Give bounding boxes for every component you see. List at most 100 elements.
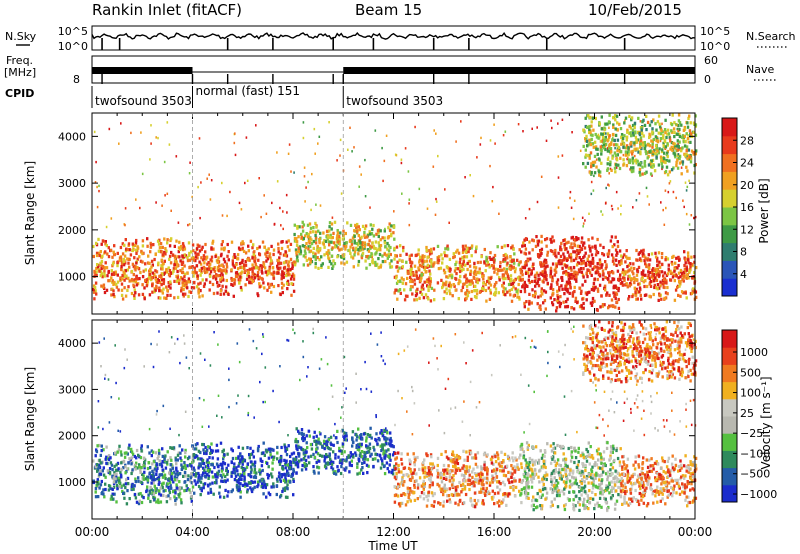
power-cbar-ticklabel-4: 20 xyxy=(740,179,754,192)
power-echoes-cell xyxy=(509,274,513,278)
power-echoes-cell xyxy=(222,292,226,296)
power-echoes-cell xyxy=(591,142,595,146)
power-echoes-cell xyxy=(205,255,209,259)
vel-echoes-cell xyxy=(246,490,249,494)
power-echoes-cell xyxy=(415,270,418,274)
power-echoes-cell xyxy=(176,255,180,259)
power-echoes-cell xyxy=(315,225,318,229)
vel-echoes-cell xyxy=(178,444,181,448)
power-echoes-cell xyxy=(318,238,321,242)
power-echoes-cell xyxy=(488,281,491,285)
vel-echoes-cell xyxy=(285,453,289,457)
power-echoes-outlier xyxy=(435,197,437,201)
power-echoes-cell xyxy=(383,252,386,256)
power-echoes-cell xyxy=(506,290,509,294)
power-echoes-cell xyxy=(594,244,597,249)
vel-echoes-cell xyxy=(385,461,389,465)
power-echoes-cell xyxy=(262,261,265,265)
vel-echoes-cell xyxy=(100,444,103,448)
vel-echoes-cell xyxy=(124,471,127,475)
vel-echoes-cell xyxy=(106,469,110,473)
power-echoes-cell xyxy=(288,260,291,264)
power-echoes-cell xyxy=(268,285,271,289)
power-echoes-cell xyxy=(474,250,477,254)
power-echoes-cell xyxy=(214,277,218,281)
vel-echoes-cell xyxy=(107,484,111,488)
power-echoes-outlier xyxy=(677,129,679,133)
power-echoes-cell xyxy=(389,245,392,250)
power-echoes-cell xyxy=(462,248,465,252)
power-echoes-cell xyxy=(147,254,150,258)
power-echoes-cell xyxy=(651,139,654,143)
power-echoes-cell xyxy=(96,263,99,267)
vel-echoes-cell xyxy=(160,473,164,477)
power-echoes-cell xyxy=(499,260,502,265)
power-echoes-cell xyxy=(466,288,469,292)
power-echoes-cell xyxy=(525,263,528,267)
power-echoes-cell xyxy=(409,264,413,268)
power-echoes-cell xyxy=(222,269,225,273)
power-echoes-cell xyxy=(198,268,201,272)
vel-echoes-cell xyxy=(196,480,199,484)
power-echoes-cell xyxy=(569,282,572,287)
power-echoes-cell xyxy=(590,287,594,292)
vel-echoes-cell xyxy=(203,451,206,455)
vel-echoes-cell xyxy=(356,462,359,466)
power-echoes-cell xyxy=(669,147,672,151)
vel-echoes-cell xyxy=(265,495,268,499)
power-echoes-cell xyxy=(510,264,513,268)
power-echoes-cell xyxy=(655,128,658,132)
power-echoes-cell xyxy=(387,249,391,253)
power-echoes-cell xyxy=(635,287,638,291)
vel-echoes-cell xyxy=(245,465,249,469)
power-echoes-outlier xyxy=(480,136,482,140)
power-echoes-cell xyxy=(473,295,477,299)
power-echoes-cell xyxy=(465,280,468,284)
vel-echoes-cell xyxy=(194,447,198,451)
power-echoes-cell xyxy=(189,290,193,294)
power-echoes-cell xyxy=(509,259,512,263)
vel-echoes-outlier xyxy=(156,409,158,413)
vel-echoes-cell xyxy=(214,474,217,478)
freq-band xyxy=(92,67,695,84)
power-echoes-cell xyxy=(476,270,479,274)
vel-echoes-cell xyxy=(179,451,182,455)
power-echoes-cell xyxy=(150,265,153,269)
vel-echoes-cell xyxy=(300,432,304,436)
power-echoes-cell xyxy=(304,255,307,259)
power-echoes-cell xyxy=(678,127,681,132)
power-echoes-cell xyxy=(523,243,526,248)
vel-echoes-cell xyxy=(272,457,275,461)
power-echoes-cell xyxy=(193,269,197,273)
power-echoes-outlier xyxy=(199,216,201,220)
power-echoes-cell xyxy=(577,251,580,255)
power-echoes-cell xyxy=(387,244,391,248)
power-echoes-cell xyxy=(637,138,640,142)
power-echoes-cell xyxy=(673,121,676,125)
power-echoes-cell xyxy=(448,283,451,287)
power-echoes-cell xyxy=(413,298,416,302)
power-echoes-cell xyxy=(574,238,577,242)
vel-echoes-cell xyxy=(336,440,339,445)
power-echoes-outlier xyxy=(489,139,492,142)
power-echoes-cell xyxy=(188,290,191,294)
power-echoes-cell xyxy=(183,272,187,276)
vel-echoes-cell xyxy=(141,463,145,467)
power-echoes-cell xyxy=(614,248,618,252)
power-echoes-cell xyxy=(134,280,138,284)
power-echoes-cell xyxy=(149,243,153,247)
vel-echoes-cell xyxy=(130,462,133,466)
power-echoes-cell xyxy=(590,303,594,307)
power-echoes-cell xyxy=(226,242,229,247)
power-echoes-cell xyxy=(498,278,501,282)
power-echoes-outlier xyxy=(150,124,152,127)
power-echoes-cell xyxy=(307,247,310,251)
power-echoes-cell xyxy=(572,272,575,277)
vel-echoes-cell xyxy=(247,473,250,477)
power-echoes-cell xyxy=(481,274,484,279)
power-echoes-cell xyxy=(616,128,619,132)
power-echoes-cell xyxy=(342,256,346,261)
power-echoes-cell xyxy=(653,269,656,273)
vel-echoes-cell xyxy=(143,460,146,465)
power-echoes-cell xyxy=(327,257,331,261)
